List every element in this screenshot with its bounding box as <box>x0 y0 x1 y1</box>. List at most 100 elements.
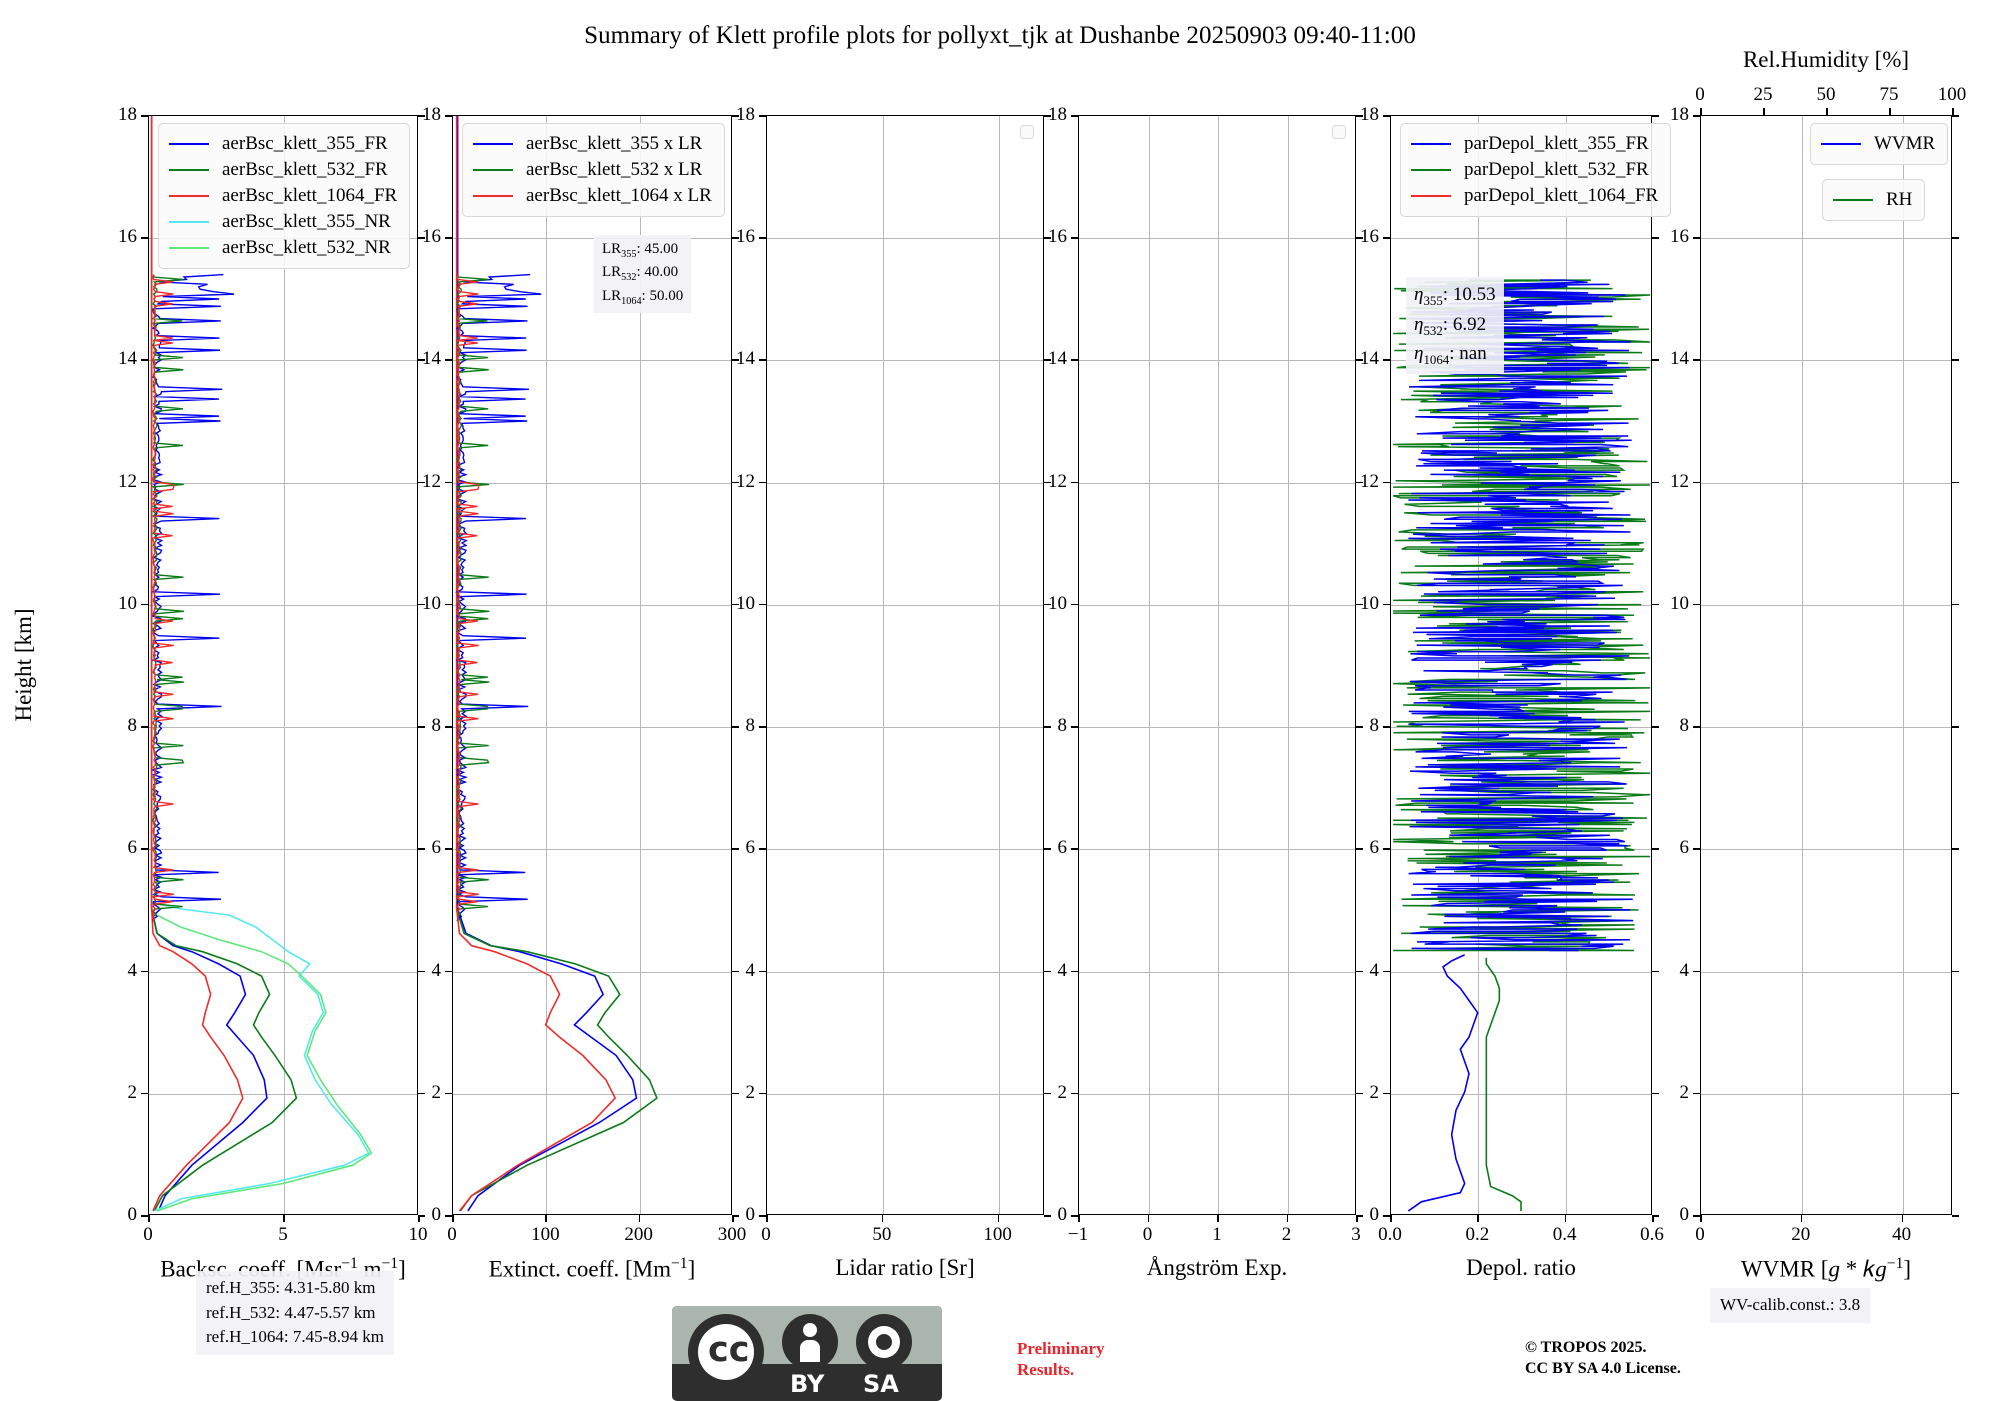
gridline-horizontal <box>767 971 1043 973</box>
gridline-horizontal <box>1079 238 1355 240</box>
y-tick-mark <box>1952 1092 1959 1095</box>
y-tick-label: 6 <box>745 837 756 859</box>
series-aerBsc_klett_1064_FR <box>150 116 244 1212</box>
y-tick-label: 18 <box>1048 104 1067 125</box>
y-tick-mark <box>141 115 148 117</box>
y-tick-mark <box>141 726 148 728</box>
y-tick-mark <box>418 726 425 728</box>
gridline-horizontal <box>767 482 1043 484</box>
legend-item[interactable]: aerBsc_klett_355 x LR <box>473 131 712 157</box>
y-tick-mark <box>445 237 452 239</box>
x-tick-mark <box>1217 1215 1219 1222</box>
y-tick-label: 6 <box>431 837 442 859</box>
legend-item[interactable]: aerBsc_klett_532_FR <box>169 157 397 183</box>
y-tick-label: 2 <box>1369 1081 1380 1103</box>
top-x-tick-mark <box>1889 108 1891 115</box>
legend-item[interactable]: aerBsc_klett_532 x LR <box>473 157 712 183</box>
legend-wvmr[interactable]: WVMR <box>1810 123 1949 165</box>
gridline-horizontal <box>453 238 731 240</box>
x-tick-mark <box>766 1215 768 1222</box>
y-tick-mark <box>1071 970 1078 973</box>
y-tick-mark <box>732 603 739 606</box>
x-tick-label: 10 <box>408 1224 428 1245</box>
y-tick-label: 16 <box>1360 226 1379 248</box>
y-tick-label: 8 <box>1679 715 1690 737</box>
y-tick-mark <box>759 237 766 239</box>
copyright-line-2: CC BY SA 4.0 License. <box>1525 1359 1681 1377</box>
legend-item[interactable]: parDepol_klett_1064_FR <box>1411 183 1658 209</box>
legend-item[interactable]: aerBsc_klett_355_NR <box>169 209 397 235</box>
top-x-tick-label: 25 <box>1753 84 1773 105</box>
y-tick-label: 0 <box>1679 1204 1690 1225</box>
panel-lidar-ratio: 0 2 4 6 8 10 12 14 16 18 0 50 100 Lidar ratio [Sr] <box>736 104 1051 1280</box>
y-tick-mark <box>1693 481 1700 484</box>
y-tick-mark <box>1383 848 1390 850</box>
info-row: η1064: nan <box>1414 343 1487 367</box>
copyright-line-1: © TROPOS 2025. <box>1525 1339 1647 1356</box>
gridline-horizontal <box>1079 604 1355 606</box>
y-tick-label: 4 <box>1057 959 1068 981</box>
y-tick-mark <box>418 115 425 117</box>
info-row: LR532: 40.00 <box>602 264 679 284</box>
y-tick-mark <box>1693 359 1700 362</box>
series-layer <box>454 116 658 1212</box>
y-tick-label: 6 <box>127 837 138 859</box>
legend-color-swatch <box>169 247 209 249</box>
x-tick-label: 0 <box>143 1224 153 1245</box>
y-tick-mark <box>732 1092 739 1095</box>
legend-backscatter[interactable]: aerBsc_klett_355_FR aerBsc_klett_532_FR ae… <box>158 123 411 269</box>
ref-height-1064: ref.H_1064: 7.45-8.94 km <box>206 1327 385 1347</box>
gridline-horizontal <box>453 360 731 362</box>
y-tick-label: 18 <box>422 104 441 125</box>
y-tick-mark <box>418 848 425 850</box>
y-tick-mark <box>1652 481 1659 484</box>
gridline-horizontal <box>1391 238 1651 240</box>
legend-item[interactable]: RH <box>1833 187 1912 213</box>
legend-item[interactable]: aerBsc_klett_532_NR <box>169 235 397 261</box>
y-tick-mark <box>1044 848 1051 850</box>
y-tick-mark <box>141 481 148 484</box>
legend-label: parDepol_klett_355_FR <box>1464 133 1649 154</box>
y-tick-label: 18 <box>736 104 755 125</box>
x-tick-mark <box>418 1215 420 1222</box>
y-tick-mark <box>1071 481 1078 484</box>
y-tick-label: 2 <box>1679 1081 1690 1103</box>
y-tick-label: 8 <box>745 715 756 737</box>
legend-item[interactable]: aerBsc_klett_1064_FR <box>169 183 397 209</box>
legend-label: RH <box>1886 189 1913 210</box>
legend-item[interactable]: aerBsc_klett_1064 x LR <box>473 183 712 209</box>
y-tick-label: 16 <box>1670 226 1689 248</box>
legend-color-swatch <box>169 221 209 223</box>
y-tick-label: 12 <box>422 470 441 492</box>
panel-depolarization: 0 2 4 6 8 10 12 14 16 18 0.0 0.2 0.4 0.6 Depol. ratio p… <box>1360 104 1672 1280</box>
empty-legend-box[interactable] <box>1020 125 1034 139</box>
y-tick-label: 12 <box>1048 470 1067 492</box>
y-tick-label: 16 <box>1048 226 1067 248</box>
gridline-horizontal <box>1701 727 1951 729</box>
x-axis-title-lidar-ratio: Lidar ratio [Sr] <box>835 1255 975 1280</box>
empty-legend-box[interactable] <box>1332 125 1346 139</box>
x-tick-label: 1 <box>1212 1224 1222 1245</box>
y-tick-mark <box>1044 970 1051 973</box>
legend-item[interactable]: aerBsc_klett_355_FR <box>169 131 397 157</box>
legend-rh[interactable]: RH <box>1822 179 1926 221</box>
y-tick-mark <box>732 115 739 117</box>
figure-title: Summary of Klett profile plots for polly… <box>584 22 1416 49</box>
x-tick-mark <box>1356 1215 1358 1222</box>
legend-extinction[interactable]: aerBsc_klett_355 x LR aerBsc_klett_532 x … <box>462 123 725 217</box>
x-tick-mark <box>1564 1215 1567 1222</box>
cc-by-person-head <box>803 1323 817 1337</box>
legend-depolarization[interactable]: parDepol_klett_355_FR parDepol_klett_532_… <box>1400 123 1672 217</box>
x-tick-label: 0 <box>761 1224 771 1245</box>
legend-item[interactable]: parDepol_klett_532_FR <box>1411 157 1658 183</box>
y-tick-label: 16 <box>118 226 137 248</box>
gridline-horizontal <box>453 971 731 973</box>
x-tick-label: 100 <box>531 1224 560 1245</box>
legend-item[interactable]: WVMR <box>1821 131 1935 157</box>
y-tick-mark <box>445 1092 452 1095</box>
gridline-horizontal <box>767 849 1043 851</box>
y-tick-mark <box>1356 848 1363 850</box>
x-tick-mark <box>1147 1215 1150 1222</box>
legend-item[interactable]: parDepol_klett_355_FR <box>1411 131 1658 157</box>
cc-sa-arrow-center <box>876 1334 892 1350</box>
